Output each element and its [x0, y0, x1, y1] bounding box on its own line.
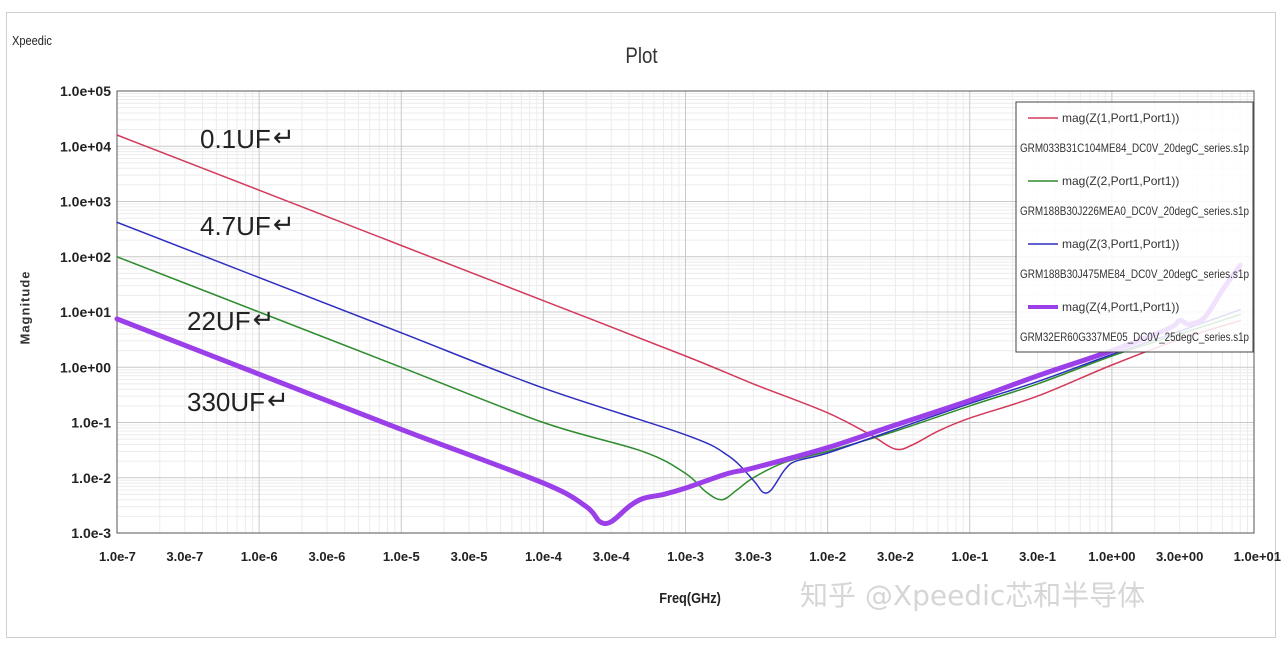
brand-label: Xpeedic [12, 33, 52, 48]
series-caption-4: 330UF [187, 387, 265, 417]
x-tick-label: 3.0e-5 [451, 549, 488, 564]
legend-entry-file-3: GRM188B30J475ME84_DC0V_20degC_series.s1p [1020, 267, 1249, 281]
y-tick-label: 1.0e+05 [60, 83, 111, 99]
x-tick-label: 1.0e-7 [99, 549, 136, 564]
x-tick-label: 3.0e-4 [593, 549, 631, 564]
y-tick-labels: 1.0e+05 1.0e+04 1.0e+03 1.0e+02 1.0e+01 1.0e+… [60, 83, 111, 541]
legend-entry-file-4: GRM32ER60G337ME05_DC0V_25degC_series.s1p [1020, 330, 1249, 344]
y-tick-label: 1.0e+02 [60, 249, 111, 265]
x-tick-label: 1.0e-1 [951, 549, 988, 564]
legend-entry-name-1: mag(Z(1,Port1,Port1)) [1062, 111, 1179, 125]
y-tick-label: 1.0e-1 [71, 415, 111, 431]
legend-entry-file-1: GRM033B31C104ME84_DC0V_20degC_series.s1p [1020, 141, 1249, 155]
x-tick-labels: 1.0e-7 3.0e-7 1.0e-6 3.0e-6 1.0e-5 3.0e-5 1.0e… [99, 549, 1281, 564]
series-caption-1: 0.1UF [200, 124, 271, 154]
x-tick-label: 3.0e+00 [1156, 549, 1203, 564]
y-tick-label: 1.0e+01 [60, 304, 111, 320]
legend-entry-name-2: mag(Z(2,Port1,Port1)) [1062, 174, 1179, 188]
return-arrow-icon: ↵ [267, 385, 289, 415]
series-line-1 [116, 134, 1241, 451]
series-caption-3: 4.7UF [200, 211, 271, 241]
x-tick-label: 1.0e-5 [383, 549, 420, 564]
legend-entry-name-3: mag(Z(3,Port1,Port1)) [1062, 237, 1179, 251]
chart-title: Plot [625, 43, 658, 68]
plot-area-border [116, 90, 1255, 534]
plot-area-rect [116, 90, 1255, 534]
x-tick-label: 1.0e-2 [809, 549, 846, 564]
plot-window-frame [6, 12, 1276, 638]
y-tick-label: 1.0e-2 [71, 470, 111, 486]
legend-box [1015, 101, 1254, 353]
legend-entry-name-4: mag(Z(4,Port1,Port1)) [1062, 300, 1179, 314]
watermark: 知乎 @Xpeedic芯和半导体 [800, 579, 1146, 612]
x-tick-label: 3.0e-3 [735, 549, 772, 564]
x-tick-label: 3.0e-6 [308, 549, 345, 564]
x-tick-label: 1.0e+01 [1234, 549, 1281, 564]
x-tick-label: 3.0e-2 [877, 549, 914, 564]
x-tick-label: 3.0e-1 [1019, 549, 1056, 564]
capacitor-captions: 0.1UF ↵22UF ↵4.7UF ↵330UF ↵ [187, 122, 295, 417]
series-caption-2: 22UF [187, 306, 251, 336]
y-tick-label: 1.0e-3 [71, 525, 111, 541]
return-arrow-icon: ↵ [273, 209, 295, 239]
x-tick-label: 1.0e-4 [525, 549, 563, 564]
x-tick-label: 1.0e-6 [241, 549, 278, 564]
x-axis-label: Freq(GHz) [659, 590, 721, 607]
return-arrow-icon: ↵ [253, 304, 275, 334]
x-tick-label: 1.0e+00 [1088, 549, 1135, 564]
y-tick-label: 1.0e+00 [60, 359, 111, 375]
x-tick-label: 1.0e-3 [667, 549, 704, 564]
x-tick-label: 3.0e-7 [166, 549, 203, 564]
series-line-2 [116, 256, 1241, 501]
y-tick-label: 1.0e+04 [60, 138, 111, 154]
legend[interactable]: mag(Z(1,Port1,Port1)) GRM033B31C104ME84_D… [1015, 101, 1254, 353]
y-tick-label: 1.0e+03 [60, 194, 111, 210]
series-line-3 [116, 221, 1241, 494]
return-arrow-icon: ↵ [273, 122, 295, 152]
legend-entry-file-2: GRM188B30J226MEA0_DC0V_20degC_series.s1p [1020, 204, 1249, 218]
